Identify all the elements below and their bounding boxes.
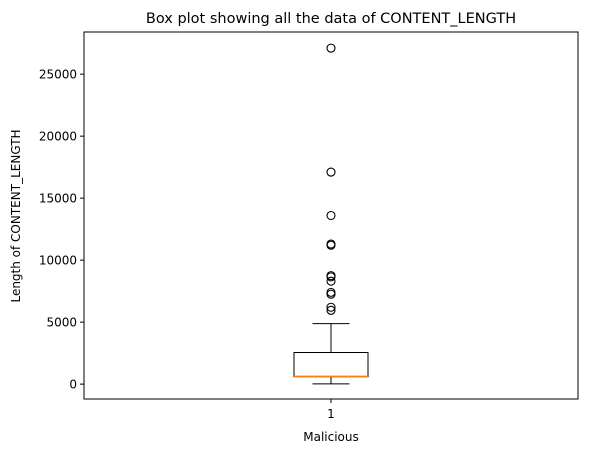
outlier-point xyxy=(326,43,336,53)
chart-title: Box plot showing all the data of CONTENT… xyxy=(146,11,516,27)
y-axis-label: Length of CONTENT_LENGTH xyxy=(9,129,23,302)
outliers xyxy=(326,43,336,315)
y-tick-label: 20000 xyxy=(39,130,77,144)
outlier-point xyxy=(326,271,336,281)
y-tick-label: 25000 xyxy=(39,68,77,82)
x-axis-label: Malicious xyxy=(303,430,359,444)
outlier-point xyxy=(326,276,336,286)
x-tick-label: 1 xyxy=(327,407,335,421)
outlier-point xyxy=(326,239,336,249)
outlier-point xyxy=(326,302,336,312)
y-tick-label: 15000 xyxy=(39,192,77,206)
y-axis: 0 5000 10000 15000 20000 25000 xyxy=(39,68,84,392)
iqr-box xyxy=(293,352,369,378)
box-series xyxy=(293,323,369,385)
outlier-point xyxy=(326,305,336,315)
y-tick-label: 5000 xyxy=(46,316,77,330)
outlier-point xyxy=(326,210,336,221)
outlier-point xyxy=(326,167,336,177)
y-tick-label: 0 xyxy=(69,378,77,392)
outlier-point xyxy=(326,289,336,299)
outlier-point xyxy=(326,287,336,297)
x-axis: 1 xyxy=(327,399,335,421)
y-tick-label: 10000 xyxy=(39,254,77,268)
